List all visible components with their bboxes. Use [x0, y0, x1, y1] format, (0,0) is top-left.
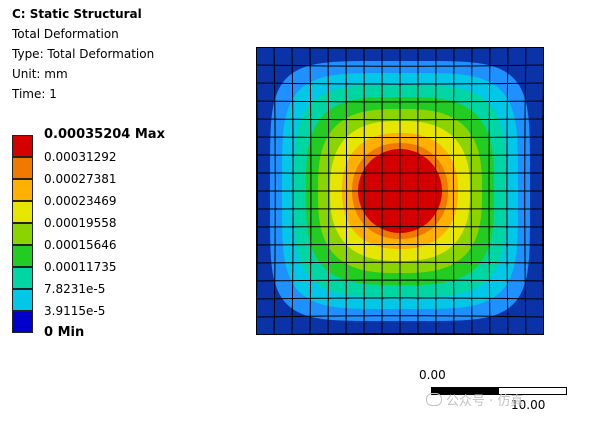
legend-swatch — [12, 179, 33, 201]
scale-start-label: 0.00 — [419, 368, 446, 382]
legend-swatch — [12, 267, 33, 289]
legend-swatch — [12, 289, 33, 311]
contour-legend[interactable]: 0.00035204 Max 0.00031292 0.00027381 0.0002… — [12, 125, 192, 345]
plot-border — [256, 47, 544, 335]
result-time: Time: 1 — [12, 87, 57, 101]
legend-label: 0.00023469 — [44, 194, 117, 208]
scale-end-label: 10.00 — [511, 398, 546, 412]
legend-label: 3.9115e-5 — [44, 304, 106, 318]
legend-label: 0.00011735 — [44, 260, 117, 274]
scale-bar: 0.00 10.00 — [417, 368, 597, 422]
legend-label: 0.00019558 — [44, 216, 117, 230]
legend-swatch — [12, 135, 33, 157]
result-type: Type: Total Deformation — [12, 47, 155, 61]
legend-swatch — [12, 245, 33, 267]
watermark-text: 公众号 · 仿真 — [446, 394, 524, 409]
legend-label: 0.00031292 — [44, 150, 117, 164]
legend-label: 7.8231e-5 — [44, 282, 106, 296]
result-unit: Unit: mm — [12, 67, 68, 81]
contour-plot[interactable] — [256, 47, 544, 335]
result-name: Total Deformation — [12, 27, 119, 41]
legend-swatch — [12, 201, 33, 223]
legend-swatch — [12, 157, 33, 179]
watermark: 公众号 · 仿真 — [426, 390, 523, 409]
legend-label: 0.00027381 — [44, 172, 117, 186]
wechat-icon — [426, 393, 442, 406]
legend-label: 0.00035204 Max — [44, 127, 165, 142]
analysis-title: C: Static Structural — [12, 7, 142, 21]
scale-bar-graphic — [431, 387, 567, 395]
legend-label: 0.00015646 — [44, 238, 117, 252]
legend-swatch — [12, 223, 33, 245]
legend-swatch — [12, 311, 33, 333]
legend-label: 0 Min — [44, 325, 85, 340]
